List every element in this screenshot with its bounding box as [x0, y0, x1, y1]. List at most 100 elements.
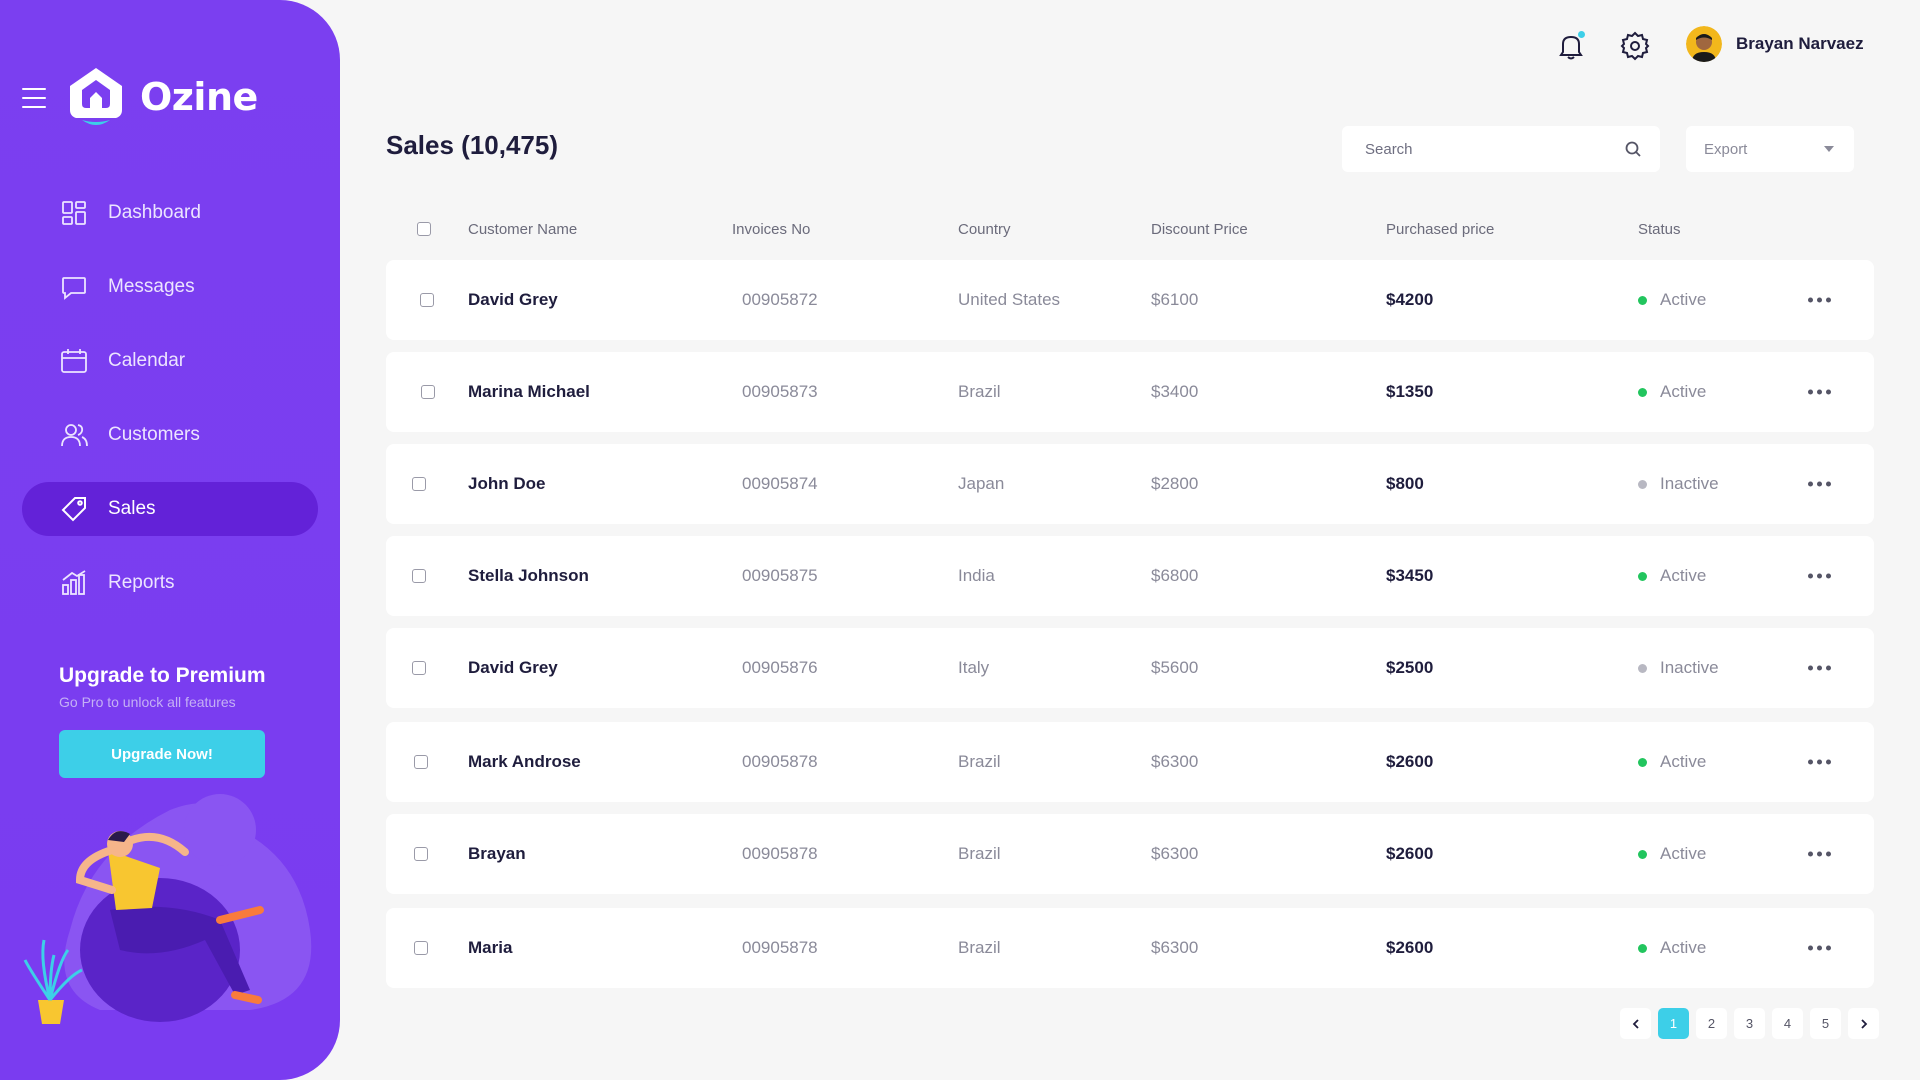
table-row[interactable]: David Grey 00905872 United States $6100 $420… [386, 260, 1874, 340]
page-button-3[interactable]: 3 [1734, 1008, 1765, 1039]
table-row[interactable]: Brayan 00905878 Brazil $6300 $2600 Active [386, 814, 1874, 894]
table-row[interactable]: John Doe 00905874 Japan $2800 $800 Inactive [386, 444, 1874, 524]
status-dot [1638, 479, 1647, 489]
column-header-discount-price[interactable]: Discount Price [1151, 221, 1248, 238]
status-label: Active [1660, 938, 1707, 957]
purchased-price: $2600 [1386, 938, 1434, 957]
table-row[interactable]: Mark Androse 00905878 Brazil $6300 $2600 Acti… [386, 722, 1874, 802]
customer-name: David Grey [468, 290, 558, 309]
users-icon [60, 421, 88, 449]
column-header-purchased-price[interactable]: Purchased price [1386, 221, 1495, 238]
app-logo[interactable]: Ozine [66, 66, 258, 128]
sidebar-item-sales[interactable]: Sales [22, 482, 318, 536]
customer-name: Mark Androse [468, 752, 581, 771]
status-dot [1638, 663, 1647, 673]
column-header-customer-name[interactable]: Customer Name [468, 221, 578, 238]
sidebar-item-label: Dashboard [108, 202, 201, 223]
status-badge: Inactive [1638, 474, 1719, 494]
page-button-2[interactable]: 2 [1696, 1008, 1727, 1039]
upgrade-button[interactable]: Upgrade Now! [59, 730, 265, 778]
status-dot [1638, 571, 1647, 581]
more-options-icon[interactable] [1808, 754, 1831, 771]
status-label: Active [1660, 290, 1707, 309]
more-options-icon[interactable] [1808, 940, 1831, 957]
country: Brazil [958, 382, 1001, 401]
invoice-number: 00905878 [742, 844, 818, 863]
search-icon[interactable] [1624, 140, 1642, 158]
status-dot [1638, 295, 1647, 305]
status-badge: Active [1638, 752, 1706, 772]
customer-name: Stella Johnson [468, 566, 589, 585]
user-profile[interactable]: Brayan Narvaez [1686, 26, 1864, 62]
more-options-icon[interactable] [1808, 292, 1831, 309]
status-dot [1638, 757, 1647, 767]
page-button-4[interactable]: 4 [1772, 1008, 1803, 1039]
table-row[interactable]: Marina Michael 00905873 Brazil $3400 $1350 Ac… [386, 352, 1874, 432]
status-label: Inactive [1660, 474, 1719, 493]
table-row[interactable]: Stella Johnson 00905875 India $6800 $3450 Act… [386, 536, 1874, 616]
export-label: Export [1704, 140, 1748, 158]
row-checkbox[interactable] [414, 847, 428, 861]
more-options-icon[interactable] [1808, 846, 1831, 863]
column-header-country[interactable]: Country [958, 221, 1011, 238]
customer-name: John Doe [468, 474, 546, 493]
column-header-invoices-no[interactable]: Invoices No [732, 221, 811, 238]
country: Brazil [958, 938, 1001, 957]
notifications-bell-icon[interactable] [1555, 30, 1587, 62]
row-checkbox[interactable] [412, 477, 426, 491]
calendar-icon [60, 347, 88, 375]
sidebar-item-calendar[interactable]: Calendar [22, 334, 318, 388]
row-checkbox[interactable] [421, 385, 435, 399]
discount-price: $6300 [1151, 938, 1199, 957]
row-checkbox[interactable] [412, 569, 426, 583]
select-all-checkbox[interactable] [417, 222, 431, 236]
row-checkbox[interactable] [412, 661, 426, 675]
more-options-icon[interactable] [1808, 568, 1831, 585]
discount-price: $6300 [1151, 752, 1199, 771]
purchased-price: $1350 [1386, 382, 1434, 401]
user-name: Brayan Narvaez [1736, 34, 1864, 53]
export-dropdown[interactable]: Export [1686, 126, 1854, 172]
more-options-icon[interactable] [1808, 660, 1831, 677]
sidebar-item-messages[interactable]: Messages [22, 260, 318, 314]
row-checkbox[interactable] [414, 755, 428, 769]
customer-name: David Grey [468, 658, 558, 677]
status-badge: Active [1638, 938, 1706, 958]
sidebar-item-reports[interactable]: Reports [22, 556, 318, 610]
status-badge: Active [1638, 844, 1706, 864]
table-row[interactable]: David Grey 00905876 Italy $5600 $2500 Inactiv… [386, 628, 1874, 708]
premium-card: Upgrade to Premium Go Pro to unlock all … [59, 664, 299, 710]
page-button-1[interactable]: 1 [1658, 1008, 1689, 1039]
sidebar-item-customers[interactable]: Customers [22, 408, 318, 462]
more-options-icon[interactable] [1808, 476, 1831, 493]
settings-gear-icon[interactable] [1619, 30, 1651, 62]
invoice-number: 00905876 [742, 658, 818, 677]
previous-page-button[interactable] [1620, 1008, 1651, 1039]
invoice-number: 00905874 [742, 474, 818, 493]
country: Brazil [958, 752, 1001, 771]
avatar [1686, 26, 1722, 62]
row-checkbox[interactable] [414, 941, 428, 955]
next-page-button[interactable] [1848, 1008, 1879, 1039]
row-checkbox[interactable] [420, 293, 434, 307]
customer-name: Brayan [468, 844, 526, 863]
app-name: Ozine [140, 75, 258, 119]
page-button-5[interactable]: 5 [1810, 1008, 1841, 1039]
table-row[interactable]: Maria 00905878 Brazil $6300 $2600 Active [386, 908, 1874, 988]
table-header: Customer Name Invoices No Country Discou… [386, 218, 1874, 242]
search-input[interactable] [1365, 140, 1624, 158]
sidebar-item-label: Reports [108, 572, 175, 593]
more-options-icon[interactable] [1808, 384, 1831, 401]
customer-name: Maria [468, 938, 513, 957]
column-header-status[interactable]: Status [1638, 221, 1681, 238]
sidebar-nav: Dashboard Messages Calendar [22, 186, 318, 630]
hamburger-menu-icon[interactable] [22, 88, 46, 108]
sidebar: Ozine Dashboard Messages [0, 0, 340, 1080]
invoice-number: 00905878 [742, 752, 818, 771]
status-badge: Active [1638, 566, 1706, 586]
sidebar-item-dashboard[interactable]: Dashboard [22, 186, 318, 240]
status-dot [1638, 943, 1647, 953]
status-label: Inactive [1660, 658, 1719, 677]
status-dot [1638, 387, 1647, 397]
